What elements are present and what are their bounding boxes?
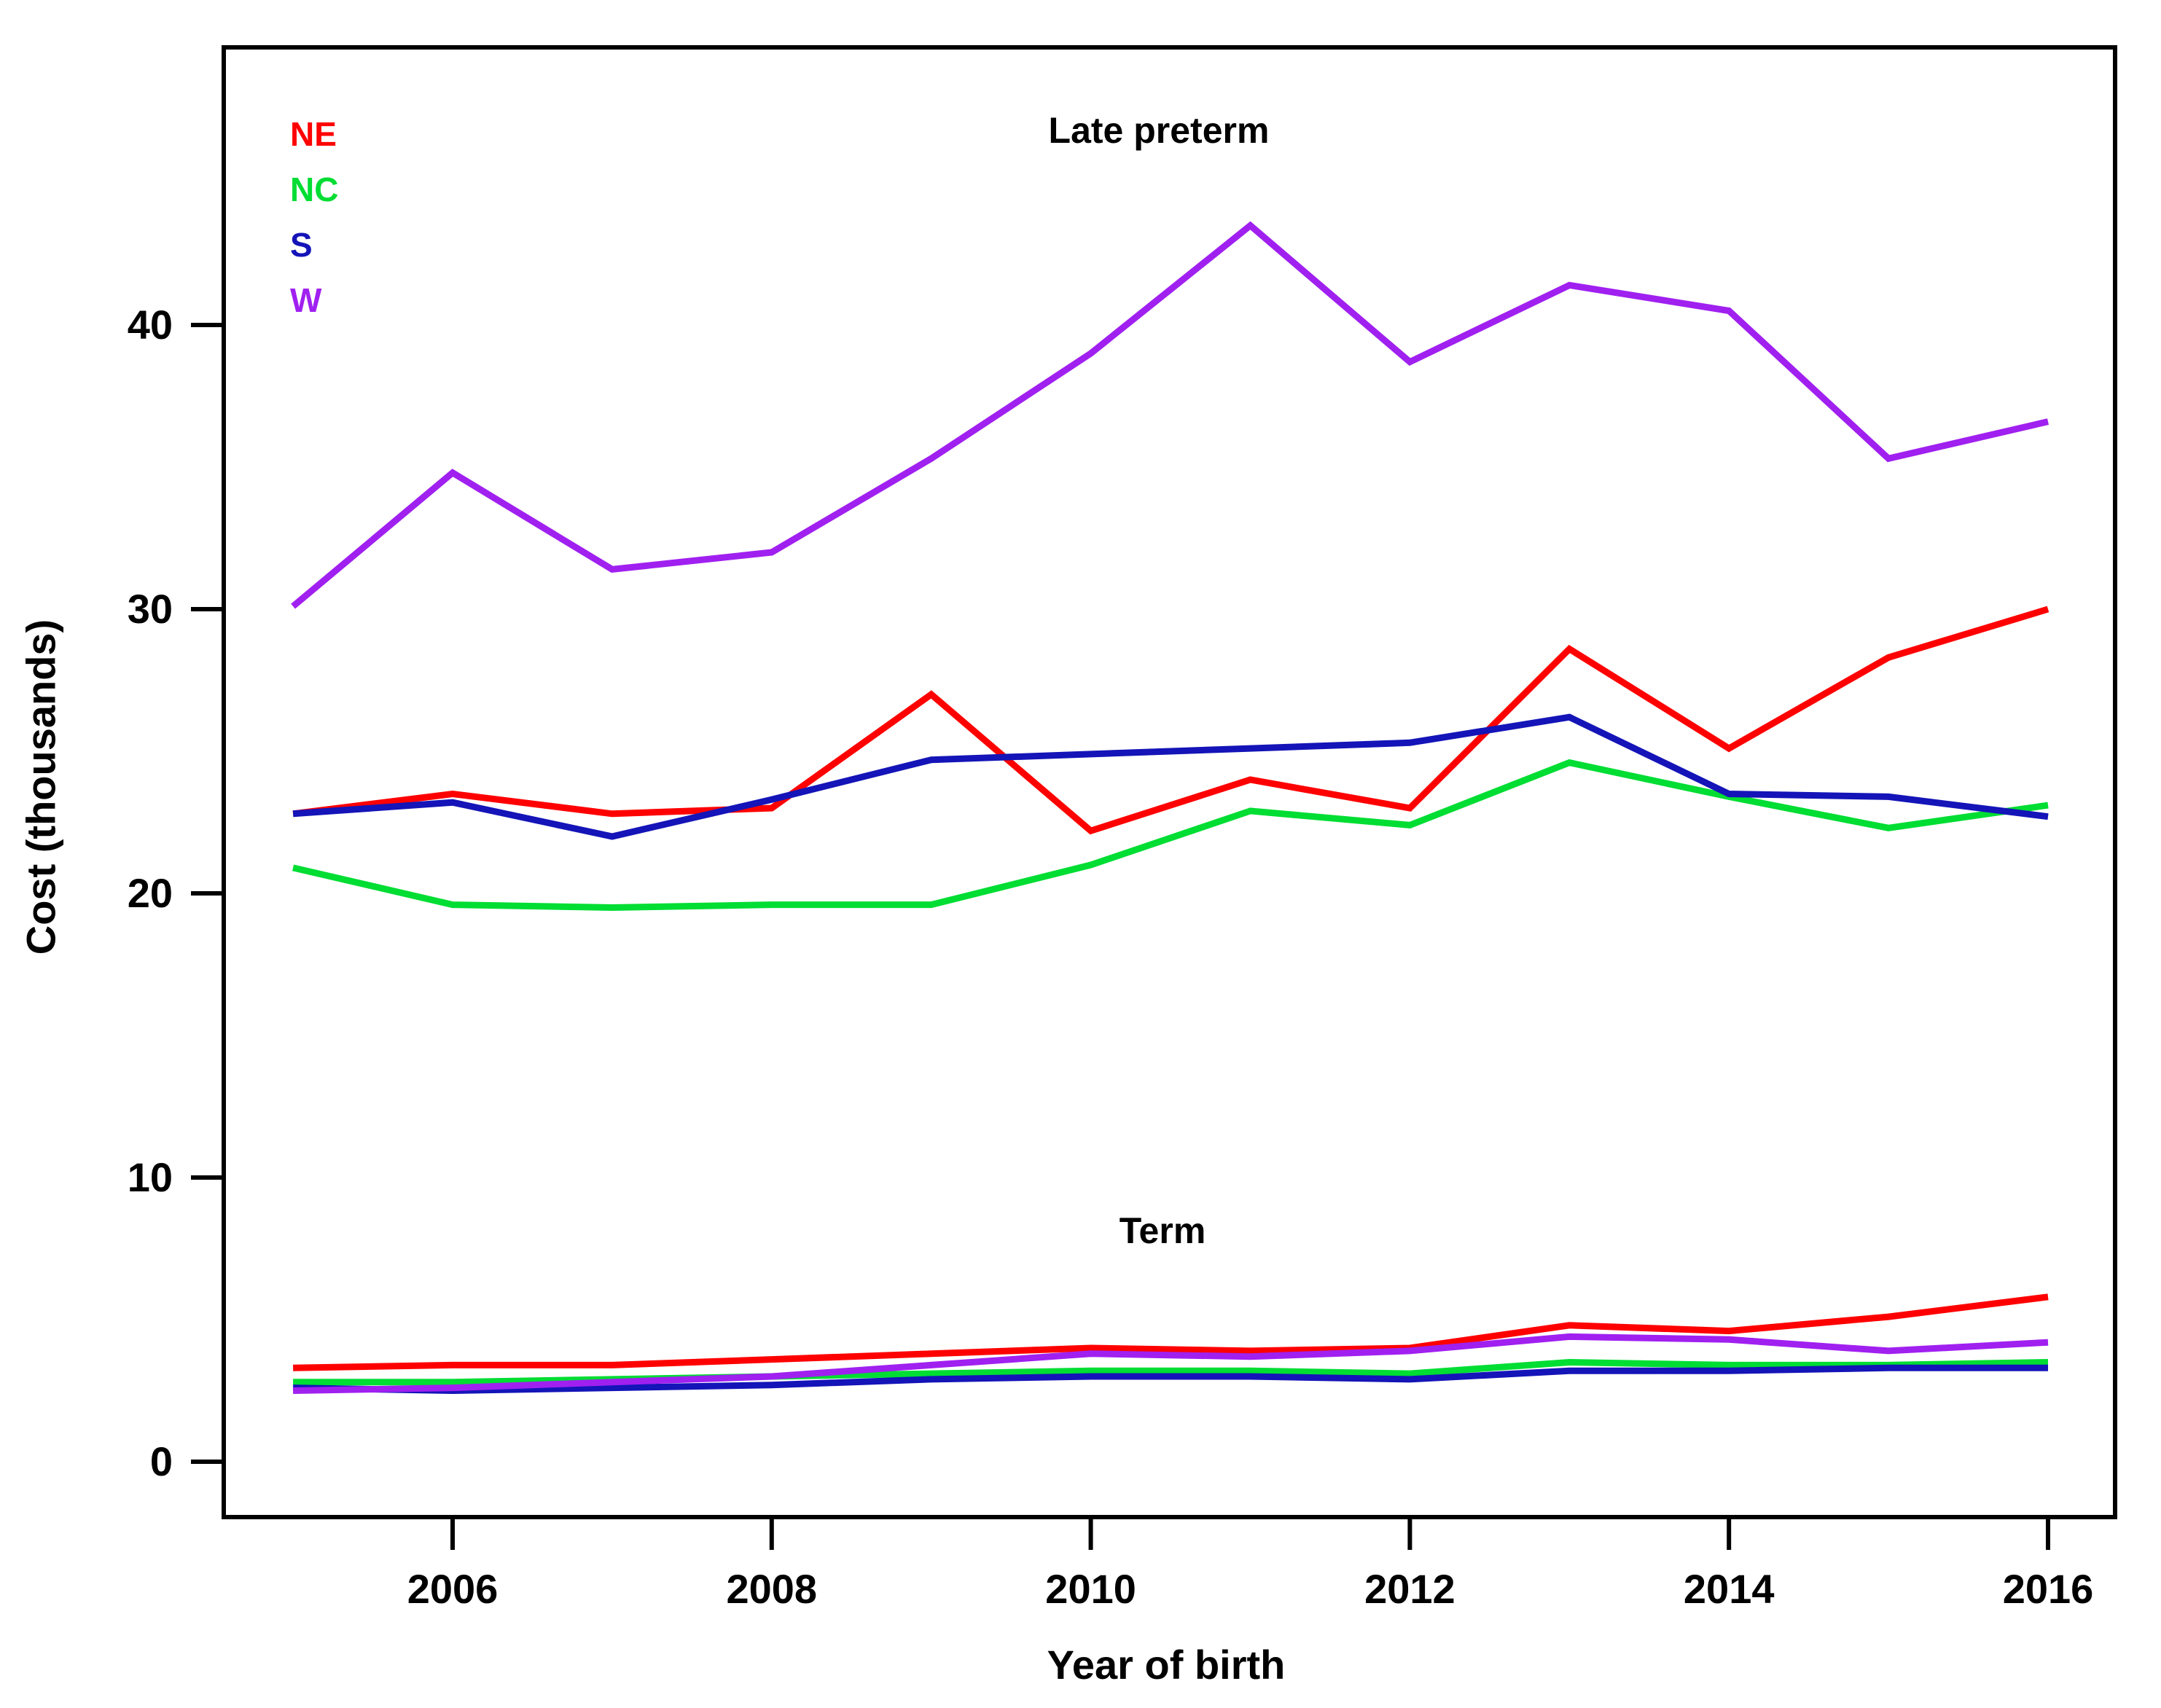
x-tick-label: 2010 <box>1045 1566 1136 1612</box>
panel-label-term: Term <box>1119 1210 1206 1251</box>
plot-box <box>222 45 2117 1519</box>
x-axis-title: Year of birth <box>1047 1642 1286 1688</box>
series-line-w-late-preterm <box>291 221 2049 609</box>
series-line-nc-late-preterm <box>292 759 2049 912</box>
series-line-w-term <box>293 1333 2049 1394</box>
legend-item: NE <box>290 115 337 153</box>
x-tick-label: 2008 <box>727 1566 818 1612</box>
y-tick-label: 20 <box>128 870 173 916</box>
legend-item: NC <box>290 171 339 208</box>
y-tick-label: 30 <box>128 586 173 632</box>
series-line-s-late-preterm <box>292 713 2049 840</box>
legend-item: S <box>290 226 313 264</box>
y-tick-label: 10 <box>128 1154 173 1200</box>
x-tick-label: 2014 <box>1684 1566 1775 1612</box>
y-tick-label: 0 <box>150 1438 173 1484</box>
series-line-s-term <box>293 1364 2048 1395</box>
series-line-nc-term <box>293 1358 2049 1386</box>
x-tick-label: 2006 <box>407 1566 499 1612</box>
y-tick-label: 40 <box>128 302 173 348</box>
series-line-ne-late-preterm <box>292 606 2049 835</box>
y-axis-title: Cost (thousands) <box>17 619 64 955</box>
legend-item: W <box>290 281 322 319</box>
series-line-ne-term <box>293 1293 2049 1371</box>
legend: NE NC S W <box>290 117 338 318</box>
panel-label-late-preterm: Late preterm <box>1048 110 1270 151</box>
x-tick-label: 2012 <box>1364 1566 1455 1612</box>
x-tick-label: 2016 <box>2003 1566 2094 1612</box>
